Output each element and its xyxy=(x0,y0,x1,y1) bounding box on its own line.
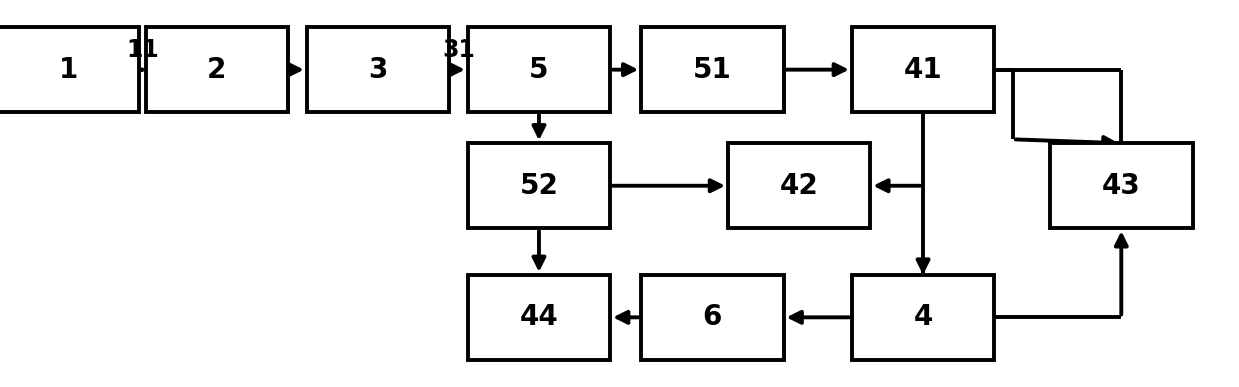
Text: 44: 44 xyxy=(519,303,559,331)
Text: 42: 42 xyxy=(779,172,819,200)
Bar xyxy=(642,275,783,360)
Bar xyxy=(306,27,449,112)
Bar xyxy=(642,27,783,112)
Bar xyxy=(729,143,870,228)
Text: 11: 11 xyxy=(126,38,159,62)
Text: 6: 6 xyxy=(703,303,722,331)
Bar xyxy=(1049,143,1192,228)
Text: 51: 51 xyxy=(693,56,732,84)
Bar xyxy=(468,275,610,360)
Text: 5: 5 xyxy=(529,56,549,84)
Text: 41: 41 xyxy=(903,56,943,84)
Text: 1: 1 xyxy=(58,56,78,84)
Bar xyxy=(0,27,139,112)
Bar xyxy=(145,27,287,112)
Bar xyxy=(852,27,994,112)
Bar xyxy=(468,27,610,112)
Bar xyxy=(852,275,994,360)
Bar xyxy=(468,143,610,228)
Text: 52: 52 xyxy=(519,172,559,200)
Text: 3: 3 xyxy=(368,56,388,84)
Text: 2: 2 xyxy=(207,56,227,84)
Text: 43: 43 xyxy=(1101,172,1141,200)
Text: 31: 31 xyxy=(442,38,475,62)
Text: 4: 4 xyxy=(913,303,933,331)
